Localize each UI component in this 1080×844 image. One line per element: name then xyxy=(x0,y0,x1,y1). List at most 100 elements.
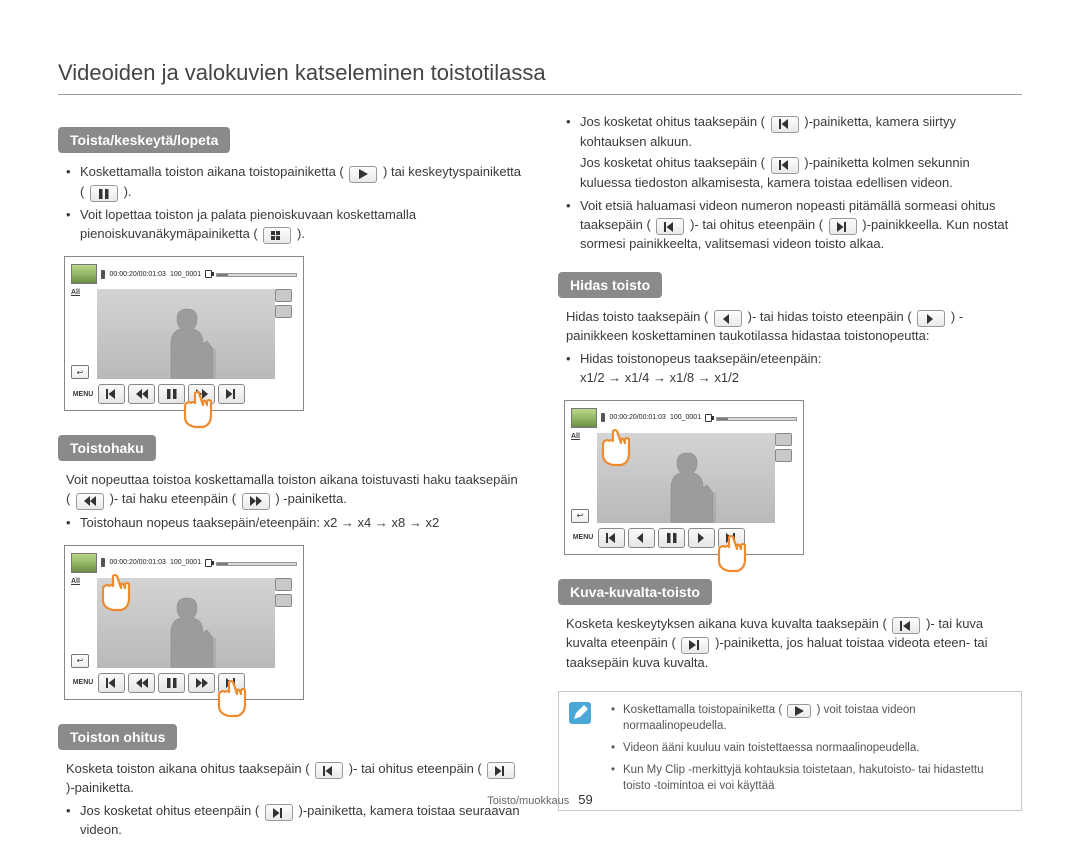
note-bullet: Videon ääni kuuluu vain toistettaessa no… xyxy=(611,740,1009,757)
text: Koskettamalla toistopainiketta ( xyxy=(623,704,782,716)
right-column: Jos kosketat ohitus taaksepäin ( )-paini… xyxy=(558,113,1022,844)
side-chip xyxy=(275,305,292,318)
page-number: 59 xyxy=(578,792,592,807)
bullet: Voit lopettaa toiston ja palata pienoisk… xyxy=(66,206,522,244)
text: )- tai ohitus eteenpäin ( xyxy=(349,761,482,776)
text: Hidas toistonopeus taaksepäin/eteenpäin: xyxy=(580,351,821,366)
frame-fwd-icon xyxy=(681,637,709,654)
play-icon xyxy=(787,704,811,718)
section-title-play-pause: Toista/keskeytä/lopeta xyxy=(58,127,230,153)
slow-fwd-icon xyxy=(917,310,945,327)
text: ) -painiketta. xyxy=(275,491,347,506)
text: ). xyxy=(124,184,132,199)
side-chip xyxy=(775,449,792,462)
section-title-search: Toistohaku xyxy=(58,435,156,461)
frame-back-icon xyxy=(892,617,920,634)
battery-icon xyxy=(205,270,212,278)
play-icon xyxy=(349,166,377,183)
rewind-button[interactable] xyxy=(128,384,155,404)
bullet: Koskettamalla toiston aikana toistopaini… xyxy=(66,163,522,202)
slow-fwd-button[interactable] xyxy=(688,528,715,548)
screen: 00:00:20/00:01:03 100_0001 All ↩ xyxy=(564,400,804,555)
progress-bar xyxy=(216,562,297,566)
skip-back-icon xyxy=(315,762,343,779)
silhouette xyxy=(641,433,731,523)
progress-bar xyxy=(716,417,797,421)
columns: Toista/keskeytä/lopeta Koskettamalla toi… xyxy=(58,113,1022,844)
side-chip xyxy=(275,594,292,607)
ff-button[interactable] xyxy=(188,673,215,693)
footer: Toisto/muokkaus 59 xyxy=(0,792,1080,807)
skip-back-button[interactable] xyxy=(598,528,625,548)
camera-icon xyxy=(101,558,105,567)
paragraph: Kosketa keskeytyksen aikana kuva kuvalta… xyxy=(558,615,1022,673)
timecode: 00:00:20/00:01:03 xyxy=(109,559,165,566)
all-label: All xyxy=(71,578,97,585)
skip-back-icon xyxy=(771,157,799,174)
text: Kosketa toiston aikana ohitus taaksepäin… xyxy=(66,761,310,776)
battery-icon xyxy=(705,414,712,422)
clip-name: 100_0001 xyxy=(170,559,201,566)
skip-back-icon xyxy=(771,116,799,133)
figure-search: 00:00:20/00:01:03 100_0001 All ↩ xyxy=(64,545,522,700)
pause-icon xyxy=(90,185,118,202)
side-chip xyxy=(275,578,292,591)
menu-label: MENU xyxy=(71,679,95,686)
pause-button[interactable] xyxy=(158,384,185,404)
skip-fwd-icon xyxy=(829,218,857,235)
skip-back-button[interactable] xyxy=(98,384,125,404)
divider xyxy=(58,94,1022,95)
text: Voit lopettaa toiston ja palata pienoisk… xyxy=(80,207,416,241)
slow-back-button[interactable] xyxy=(628,528,655,548)
battery-icon xyxy=(205,559,212,567)
return-icon: ↩ xyxy=(571,509,589,523)
skip-fwd-button[interactable] xyxy=(218,384,245,404)
skip-fwd-icon xyxy=(487,762,515,779)
pause-button[interactable] xyxy=(158,673,185,693)
camera-icon xyxy=(101,270,105,279)
return-icon: ↩ xyxy=(71,654,89,668)
thumbnail-icon xyxy=(571,408,597,428)
section-title-frame: Kuva-kuvalta-toisto xyxy=(558,579,712,605)
silhouette xyxy=(141,289,231,379)
side-chip xyxy=(775,433,792,446)
progress-bar xyxy=(216,273,297,277)
rewind-button[interactable] xyxy=(128,673,155,693)
page-title: Videoiden ja valokuvien katseleminen toi… xyxy=(58,60,1022,86)
text: Jos kosketat ohitus taaksepäin ( xyxy=(580,114,765,129)
footer-section: Toisto/muokkaus xyxy=(487,795,569,807)
touch-hand-icon xyxy=(183,389,217,431)
note-bullet: Kun My Clip -merkittyjä kohtauksia toist… xyxy=(611,762,1009,795)
left-column: Toista/keskeytä/lopeta Koskettamalla toi… xyxy=(58,113,522,844)
section-title-skip: Toiston ohitus xyxy=(58,724,177,750)
paragraph: Voit nopeuttaa toistoa koskettamalla toi… xyxy=(58,471,522,509)
side-chip xyxy=(275,289,292,302)
grid-icon xyxy=(263,227,291,244)
text: Koskettamalla toiston aikana toistopaini… xyxy=(80,164,344,179)
thumbnail-icon xyxy=(71,264,97,284)
return-icon: ↩ xyxy=(71,365,89,379)
text: )- tai ohitus eteenpäin ( xyxy=(690,217,823,232)
timecode: 00:00:20/00:01:03 xyxy=(609,414,665,421)
touch-hand-icon xyxy=(217,678,251,720)
bullet: Toistohaun nopeus taaksepäin/eteenpäin: … xyxy=(66,514,522,533)
all-label: All xyxy=(571,433,597,440)
camera-icon xyxy=(601,413,605,422)
bullet: Hidas toistonopeus taaksepäin/eteenpäin:… xyxy=(566,350,1022,388)
slow-back-icon xyxy=(714,310,742,327)
touch-hand-icon xyxy=(101,572,135,614)
ff-icon xyxy=(242,493,270,510)
clip-name: 100_0001 xyxy=(670,414,701,421)
section-title-slow: Hidas toisto xyxy=(558,272,662,298)
text: Kosketa keskeytyksen aikana kuva kuvalta… xyxy=(566,616,887,631)
pause-button[interactable] xyxy=(658,528,685,548)
figure-slow: 00:00:20/00:01:03 100_0001 All ↩ xyxy=(564,400,1022,555)
skip-back-button[interactable] xyxy=(98,673,125,693)
bullet: Jos kosketat ohitus taaksepäin ( )-paini… xyxy=(566,113,1022,193)
touch-hand-icon xyxy=(717,533,751,575)
screen: 00:00:20/00:01:03 100_0001 All ↩ MENU xyxy=(64,256,304,411)
text: Hidas toisto taaksepäin ( xyxy=(566,309,708,324)
menu-label: MENU xyxy=(71,391,95,398)
note-icon xyxy=(569,702,591,724)
text: )- tai hidas toisto eteenpäin ( xyxy=(748,309,912,324)
